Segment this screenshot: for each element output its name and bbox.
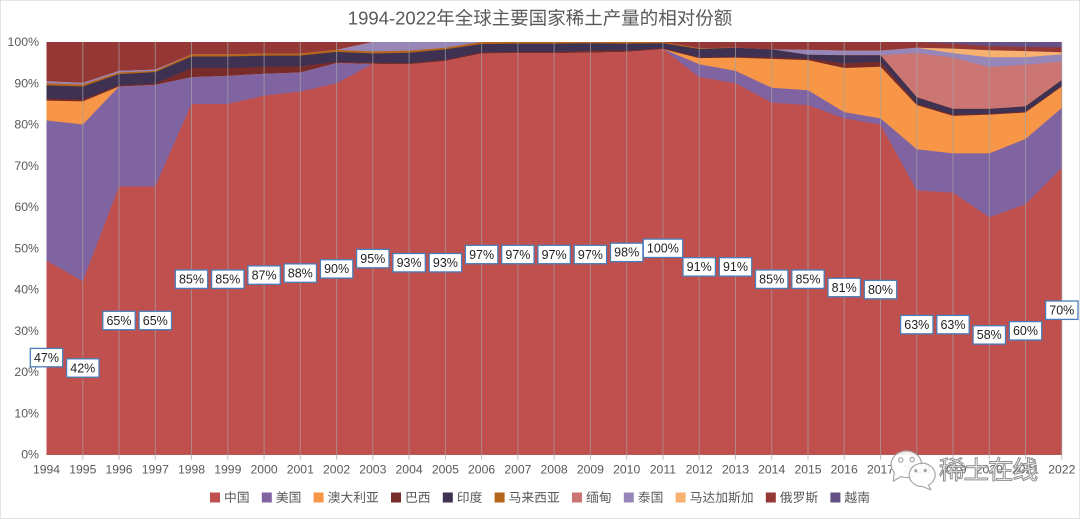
svg-text:1995: 1995 <box>69 463 96 477</box>
svg-text:2014: 2014 <box>758 463 785 477</box>
svg-text:97%: 97% <box>542 248 567 262</box>
svg-text:2013: 2013 <box>722 463 749 477</box>
svg-text:47%: 47% <box>34 351 59 365</box>
svg-text:87%: 87% <box>252 268 277 282</box>
svg-text:2015: 2015 <box>794 463 821 477</box>
svg-text:97%: 97% <box>505 248 530 262</box>
svg-text:100%: 100% <box>647 242 679 256</box>
svg-text:2010: 2010 <box>613 463 640 477</box>
svg-text:93%: 93% <box>433 256 458 270</box>
svg-text:60%: 60% <box>14 200 39 214</box>
svg-text:93%: 93% <box>397 256 422 270</box>
svg-text:80%: 80% <box>868 283 893 297</box>
svg-text:42%: 42% <box>70 361 95 375</box>
svg-text:0%: 0% <box>21 448 39 462</box>
svg-text:10%: 10% <box>14 406 39 420</box>
svg-text:1994-2022: 1994-2022 <box>348 8 436 29</box>
svg-text:30%: 30% <box>14 324 39 338</box>
svg-text:2011: 2011 <box>650 463 676 477</box>
svg-text:2006: 2006 <box>468 463 495 477</box>
svg-text:2007: 2007 <box>504 463 531 477</box>
svg-text:100%: 100% <box>8 35 40 49</box>
svg-text:2012: 2012 <box>686 463 713 477</box>
svg-text:98%: 98% <box>614 246 639 260</box>
svg-text:2016: 2016 <box>831 463 858 477</box>
svg-text:2005: 2005 <box>432 463 459 477</box>
svg-text:80%: 80% <box>14 118 39 132</box>
svg-text:2009: 2009 <box>577 463 604 477</box>
svg-text:90%: 90% <box>324 262 349 276</box>
svg-text:2008: 2008 <box>541 463 568 477</box>
svg-text:91%: 91% <box>687 260 712 274</box>
svg-text:2022: 2022 <box>1048 463 1075 477</box>
svg-text:50%: 50% <box>14 241 39 255</box>
svg-text:20%: 20% <box>14 365 39 379</box>
svg-text:2001: 2001 <box>287 463 314 477</box>
svg-text:81%: 81% <box>832 281 857 295</box>
svg-text:85%: 85% <box>215 273 240 287</box>
svg-text:60%: 60% <box>1013 324 1038 338</box>
svg-text:2003: 2003 <box>359 463 386 477</box>
svg-text:91%: 91% <box>723 260 748 274</box>
svg-text:1998: 1998 <box>178 463 205 477</box>
svg-text:2004: 2004 <box>396 463 423 477</box>
svg-text:1997: 1997 <box>142 463 169 477</box>
svg-text:70%: 70% <box>1049 304 1074 318</box>
svg-text:85%: 85% <box>179 273 204 287</box>
svg-text:70%: 70% <box>14 159 39 173</box>
svg-text:1996: 1996 <box>105 463 132 477</box>
svg-text:2002: 2002 <box>323 463 350 477</box>
svg-text:58%: 58% <box>977 328 1002 342</box>
svg-text:97%: 97% <box>469 248 494 262</box>
svg-text:65%: 65% <box>106 314 131 328</box>
svg-text:40%: 40% <box>14 283 39 297</box>
svg-text:90%: 90% <box>14 76 39 90</box>
svg-text:1994: 1994 <box>33 463 60 477</box>
svg-text:88%: 88% <box>288 266 313 280</box>
svg-text:85%: 85% <box>759 273 784 287</box>
svg-text:65%: 65% <box>143 314 168 328</box>
svg-text:63%: 63% <box>904 318 929 332</box>
svg-text:63%: 63% <box>940 318 965 332</box>
svg-text:2000: 2000 <box>251 463 278 477</box>
svg-text:95%: 95% <box>360 252 385 266</box>
svg-text:97%: 97% <box>578 248 603 262</box>
svg-text:85%: 85% <box>795 273 820 287</box>
svg-text:1999: 1999 <box>214 463 241 477</box>
svg-text:2017: 2017 <box>867 463 894 477</box>
